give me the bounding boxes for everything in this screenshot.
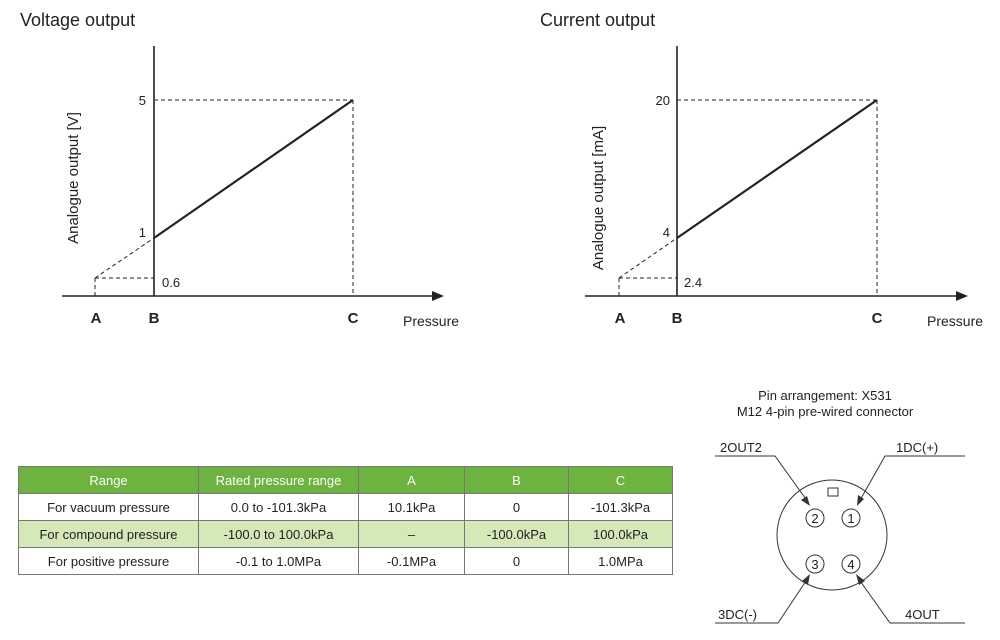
- current-tick-20: 20: [656, 93, 670, 108]
- leader-out2: [715, 455, 809, 503]
- label-dc-minus: 3DC(-): [718, 607, 757, 622]
- table-cell: -0.1MPa: [358, 547, 465, 575]
- header-b: B: [464, 466, 569, 494]
- table-row: For compound pressure -100.0 to 100.0kPa…: [18, 520, 673, 548]
- leader-out-arrow: [856, 574, 865, 585]
- table-cell: -101.3kPa: [568, 493, 673, 521]
- current-ylabel: Analogue output [mA]: [590, 126, 607, 270]
- header-range: Range: [18, 466, 199, 494]
- table-header-row: Range Rated pressure range A B C: [18, 466, 673, 494]
- leader-out: [857, 577, 965, 624]
- table-cell: 100.0kPa: [568, 520, 673, 548]
- voltage-x-c: C: [348, 310, 359, 327]
- table-cell: For compound pressure: [18, 520, 199, 548]
- current-dash-extrap: [618, 237, 678, 279]
- connector-key: [827, 487, 839, 497]
- pin-4-number: 4: [847, 557, 854, 572]
- voltage-x-a: A: [91, 310, 102, 327]
- leader-dc-minus-arrow: [802, 574, 810, 585]
- voltage-output-line: [153, 99, 354, 239]
- voltage-tick-5: 5: [139, 93, 146, 108]
- voltage-ylabel: Analogue output [V]: [65, 112, 82, 244]
- current-x-a: A: [615, 310, 626, 327]
- pin-caption-line2: M12 4-pin pre-wired connector: [736, 404, 914, 419]
- pin-2-number: 2: [811, 511, 818, 526]
- voltage-tick-1: 1: [139, 225, 146, 240]
- voltage-dash-extrap: [94, 237, 155, 279]
- pin-1: [841, 508, 861, 528]
- pin-caption-line1: Pin arrangement: X531: [758, 388, 892, 403]
- current-xlabel: Pressure: [927, 313, 983, 329]
- header-a: A: [358, 466, 465, 494]
- current-x-arrow: [956, 291, 968, 301]
- pin-3: [805, 554, 825, 574]
- leader-dc-minus: [715, 577, 809, 624]
- label-out: 4OUT: [905, 607, 940, 622]
- current-output-line: [676, 99, 878, 239]
- current-chart-title: Current output: [540, 10, 656, 30]
- table-cell: -0.1 to 1.0MPa: [198, 547, 359, 575]
- table-cell: –: [358, 520, 465, 548]
- pin-diagram: 2 1 3 4 2OUT2 1DC(+) 3DC(-) 4OUT: [715, 440, 965, 624]
- pressure-range-table: Range Rated pressure range A B C For vac…: [18, 466, 673, 575]
- table-cell: 0: [464, 493, 569, 521]
- table-cell: For vacuum pressure: [18, 493, 199, 521]
- current-chart: Analogue output [mA] 20 4 2.4 A B C Pres…: [585, 46, 983, 329]
- pin-2: [805, 508, 825, 528]
- label-dc-plus: 1DC(+): [896, 440, 938, 455]
- table-cell: For positive pressure: [18, 547, 199, 575]
- label-out2: 2OUT2: [720, 440, 762, 455]
- leader-dc-plus: [858, 455, 965, 503]
- voltage-x-arrow: [432, 291, 444, 301]
- table-cell: 0: [464, 547, 569, 575]
- table-cell: -100.0kPa: [464, 520, 569, 548]
- voltage-chart: Analogue output [V] 5 1 0.6 A B C Pressu…: [62, 46, 459, 329]
- connector-outline: [776, 479, 888, 591]
- table-cell: 10.1kPa: [358, 493, 465, 521]
- header-c: C: [568, 466, 673, 494]
- voltage-tick-0-6: 0.6: [162, 275, 180, 290]
- voltage-x-b: B: [149, 310, 160, 327]
- table-row: For positive pressure -0.1 to 1.0MPa -0.…: [18, 547, 673, 575]
- pin-4: [841, 554, 861, 574]
- table-cell: 1.0MPa: [568, 547, 673, 575]
- current-tick-4: 4: [663, 225, 670, 240]
- pin-1-number: 1: [847, 511, 854, 526]
- table-row: For vacuum pressure 0.0 to -101.3kPa 10.…: [18, 493, 673, 521]
- voltage-chart-title: Voltage output: [20, 10, 136, 30]
- voltage-xlabel: Pressure: [403, 313, 459, 329]
- leader-out2-arrow: [801, 496, 810, 506]
- table-cell: 0.0 to -101.3kPa: [198, 493, 359, 521]
- current-x-c: C: [872, 310, 883, 327]
- leader-dc-plus-arrow: [857, 495, 864, 506]
- pin-3-number: 3: [811, 557, 818, 572]
- header-rated-range: Rated pressure range: [198, 466, 359, 494]
- table-cell: -100.0 to 100.0kPa: [198, 520, 359, 548]
- current-tick-2-4: 2.4: [684, 275, 702, 290]
- current-x-b: B: [672, 310, 683, 327]
- pin-caption: Pin arrangement: X531 M12 4-pin pre-wire…: [700, 388, 950, 420]
